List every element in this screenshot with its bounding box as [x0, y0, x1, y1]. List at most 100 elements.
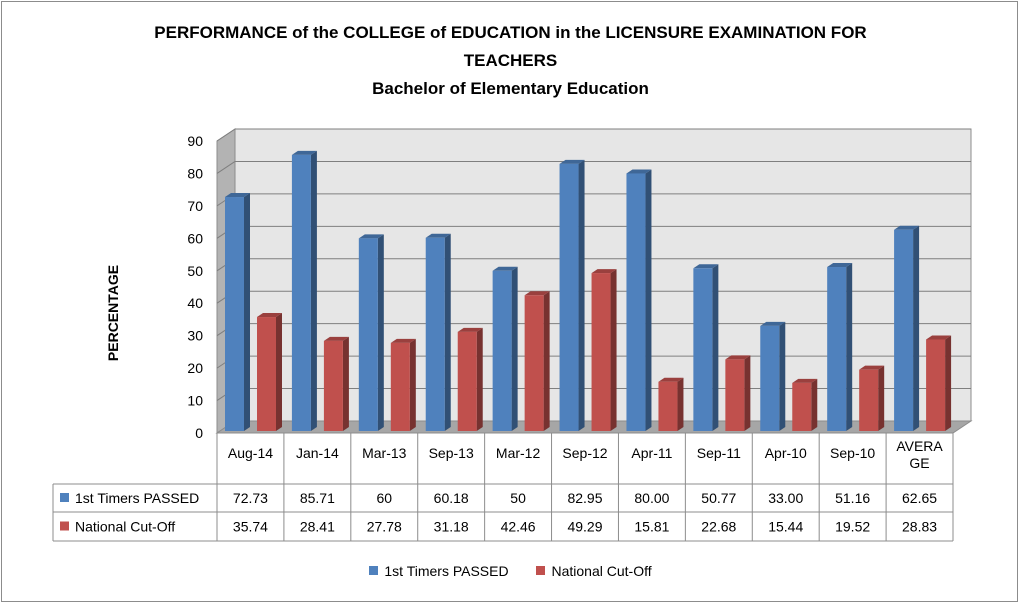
chart-title-line2: TEACHERS — [463, 51, 558, 70]
bar-top — [591, 269, 617, 274]
bar-side — [645, 169, 652, 431]
bar-side — [677, 377, 684, 431]
bar-top — [760, 321, 786, 326]
table-value: 15.81 — [634, 519, 669, 535]
bar-side — [476, 327, 483, 431]
table-value: 85.71 — [300, 490, 335, 506]
bar-top — [425, 233, 451, 238]
table-value: 15.44 — [768, 519, 803, 535]
table-value: 72.73 — [233, 490, 268, 506]
y-tick-label: 10 — [187, 393, 203, 409]
y-tick-label: 50 — [187, 263, 203, 279]
legend-item-cutoff: National Cut-Off — [536, 563, 652, 579]
bar-passed — [693, 264, 719, 431]
bar-cutoff — [524, 291, 550, 431]
bar-top — [926, 335, 952, 340]
chart-subtitle: Bachelor of Elementary Education — [372, 79, 649, 98]
table-value: 60.18 — [434, 490, 469, 506]
bar-side — [878, 365, 885, 431]
bar-cutoff — [725, 355, 751, 431]
bar-cutoff — [323, 336, 349, 431]
table-value: 60 — [376, 490, 392, 506]
bar-passed — [291, 150, 317, 431]
y-tick-label: 70 — [187, 198, 203, 214]
bar-passed — [225, 193, 250, 431]
bar-top — [390, 338, 416, 343]
table-value: 42.46 — [501, 519, 536, 535]
x-category-label: Mar-13 — [362, 445, 407, 461]
y-tick-label: 0 — [195, 425, 203, 441]
bar-top — [492, 266, 518, 271]
table-value: 51.16 — [835, 490, 870, 506]
y-tick-label: 30 — [187, 328, 203, 344]
bar-side — [310, 150, 317, 431]
bar-front — [792, 382, 812, 431]
bar-cutoff — [257, 313, 282, 431]
table-swatch-cutoff — [60, 521, 69, 531]
bar-front — [425, 237, 445, 431]
bar-passed — [626, 169, 652, 431]
table-value: 62.65 — [902, 490, 937, 506]
bar-side — [610, 269, 617, 431]
bar-side — [244, 193, 250, 431]
x-category-label: Jan-14 — [296, 445, 339, 461]
table-value: 28.83 — [902, 519, 937, 535]
bar-front — [291, 154, 311, 431]
bar-passed — [760, 321, 786, 431]
y-axis-title: PERCENTAGE — [105, 265, 121, 361]
bar-cutoff — [859, 365, 885, 431]
x-category-label: Sep-12 — [562, 445, 607, 461]
gridline-side — [216, 128, 236, 142]
table-value: 27.78 — [367, 519, 402, 535]
table-swatch-passed — [60, 493, 69, 502]
table-value: 35.74 — [233, 519, 268, 535]
bar-cutoff — [926, 335, 952, 431]
bar-passed — [894, 225, 920, 431]
bar-side — [377, 234, 384, 431]
bar-side — [511, 266, 518, 431]
bar-top — [626, 169, 652, 174]
bar-top — [524, 291, 550, 296]
y-tick-label: 90 — [187, 133, 203, 149]
chart-title: PERFORMANCE of the COLLEGE of EDUCATION … — [154, 23, 867, 42]
bar-front — [827, 267, 847, 431]
legend-swatch-cutoff — [536, 566, 546, 575]
bar-cutoff — [390, 338, 416, 431]
bar-top — [792, 378, 818, 383]
table-series-name: 1st Timers PASSED — [75, 490, 199, 506]
bar-front — [358, 238, 378, 431]
y-tick-label: 20 — [187, 360, 203, 376]
table-series-name: National Cut-Off — [75, 519, 175, 535]
bar-passed — [358, 234, 384, 431]
y-tick-label: 40 — [187, 295, 203, 311]
x-category-label: Sep-11 — [697, 445, 741, 461]
bar-front — [693, 268, 713, 431]
legend-item-passed: 1st Timers PASSED — [369, 563, 509, 579]
table-value: 19.52 — [835, 519, 870, 535]
bar-top — [693, 264, 719, 269]
bar-side — [409, 338, 416, 431]
gridline-side — [216, 161, 236, 174]
table-value: 28.41 — [300, 519, 335, 535]
bar-side — [846, 263, 853, 431]
bar-top — [457, 327, 483, 332]
bar-front — [591, 273, 611, 431]
bar-cutoff — [591, 269, 617, 431]
bar-front — [524, 295, 544, 431]
bar-top — [658, 377, 684, 382]
bar-cutoff — [792, 378, 818, 431]
bar-side — [744, 355, 751, 431]
bar-top — [291, 150, 317, 155]
bar-passed — [492, 266, 518, 431]
x-category-label: Aug-14 — [228, 445, 273, 461]
bar-front — [894, 229, 914, 431]
bar-cutoff — [658, 377, 684, 431]
bar-front — [225, 197, 244, 431]
x-category-label: Apr-10 — [765, 445, 807, 461]
table-value: 50.77 — [701, 490, 736, 506]
bar-passed — [425, 233, 451, 431]
bar-passed — [827, 263, 853, 431]
x-category-label: Sep-10 — [830, 445, 875, 461]
bar-top — [559, 159, 585, 164]
